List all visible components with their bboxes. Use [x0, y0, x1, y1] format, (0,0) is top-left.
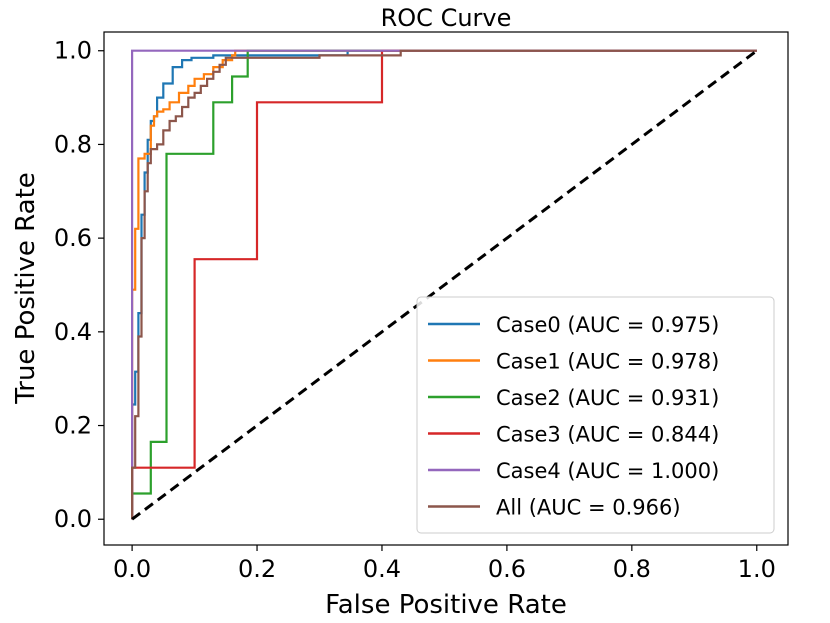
legend-label-3: Case3 (AUC = 0.844) — [496, 423, 719, 447]
legend-label-0: Case0 (AUC = 0.975) — [496, 313, 719, 337]
y-tick-label: 1.0 — [54, 37, 92, 65]
series-line-3 — [131, 49, 757, 520]
series-line-2 — [131, 49, 757, 520]
y-tick-label: 0.0 — [54, 505, 92, 533]
x-tick-label: 0.2 — [238, 555, 276, 583]
chart-title: ROC Curve — [381, 4, 512, 32]
chance-diagonal-line — [131, 49, 758, 521]
x-tick-label: 1.0 — [738, 555, 776, 583]
legend-entries: Case0 (AUC = 0.975) Case1 (AUC = 0.978) Ca… — [428, 313, 719, 520]
series-line-5 — [131, 49, 757, 520]
x-tick-label: 0.4 — [363, 555, 401, 583]
x-tick-label: 0.0 — [113, 555, 151, 583]
y-tick-label: 0.6 — [54, 224, 92, 252]
legend-label-1: Case1 (AUC = 0.978) — [496, 350, 719, 374]
legend-label-2: Case2 (AUC = 0.931) — [496, 386, 719, 410]
legend: Case0 (AUC = 0.975) Case1 (AUC = 0.978) Ca… — [416, 296, 775, 534]
legend-label-4: Case4 (AUC = 1.000) — [496, 459, 719, 483]
y-tick-label: 0.2 — [54, 412, 92, 440]
x-axis-label: False Positive Rate — [325, 590, 567, 620]
axis-ticks: 0.0 0.2 0.4 0.6 0.8 1.0 0.0 0.2 0.4 0.6 0.8 1.0 — [54, 37, 776, 583]
legend-box — [416, 296, 775, 534]
y-axis-label: True Positive Rate — [11, 172, 41, 405]
x-tick-label: 0.8 — [613, 555, 651, 583]
legend-label-5: All (AUC = 0.966) — [496, 496, 681, 520]
plot-area — [103, 31, 789, 546]
plot-frame — [103, 31, 789, 546]
series-lines — [131, 49, 758, 521]
y-tick-label: 0.4 — [54, 318, 92, 346]
x-tick-label: 0.6 — [488, 555, 526, 583]
y-tick-label: 0.8 — [54, 130, 92, 158]
